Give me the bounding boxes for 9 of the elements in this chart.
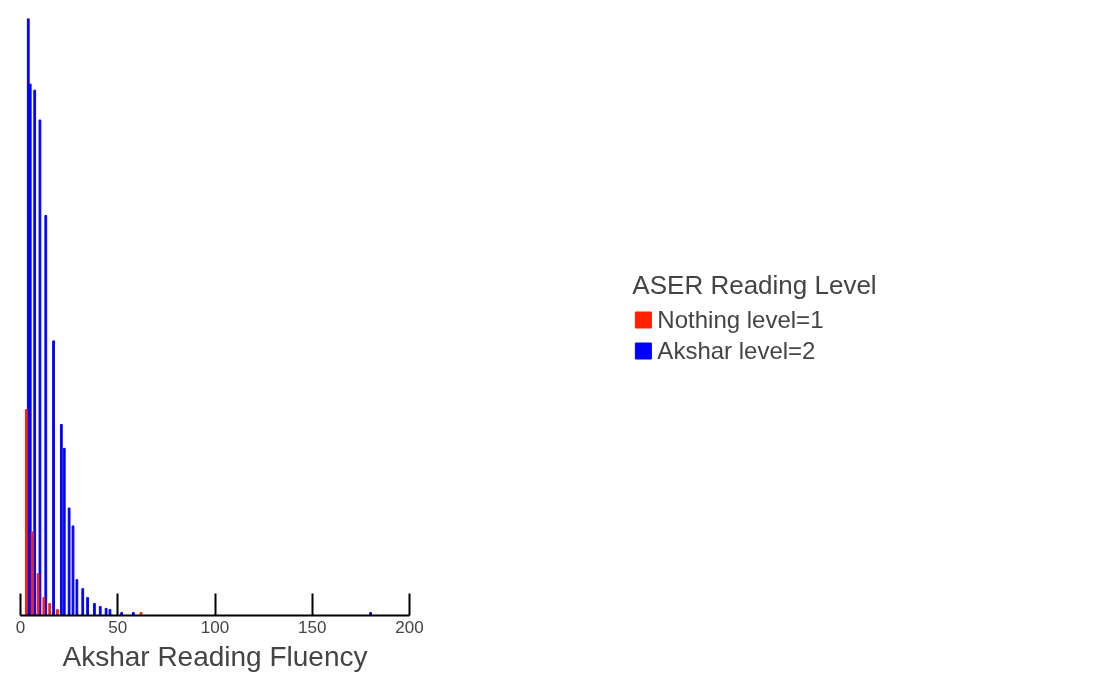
legend-label: Akshar level=2 [657,336,816,364]
x-tick-label: 200 [395,617,424,637]
x-tick-label: 100 [200,617,230,637]
x-tick-label: 150 [298,617,327,637]
x-tick-label: 0 [15,617,26,637]
legend-label: Nothing level=1 [657,305,824,333]
legend-title: ASER Reading Level [632,269,877,300]
x-axis-title: Akshar Reading Fluency [62,640,368,672]
x-tick-label: 50 [108,617,128,637]
